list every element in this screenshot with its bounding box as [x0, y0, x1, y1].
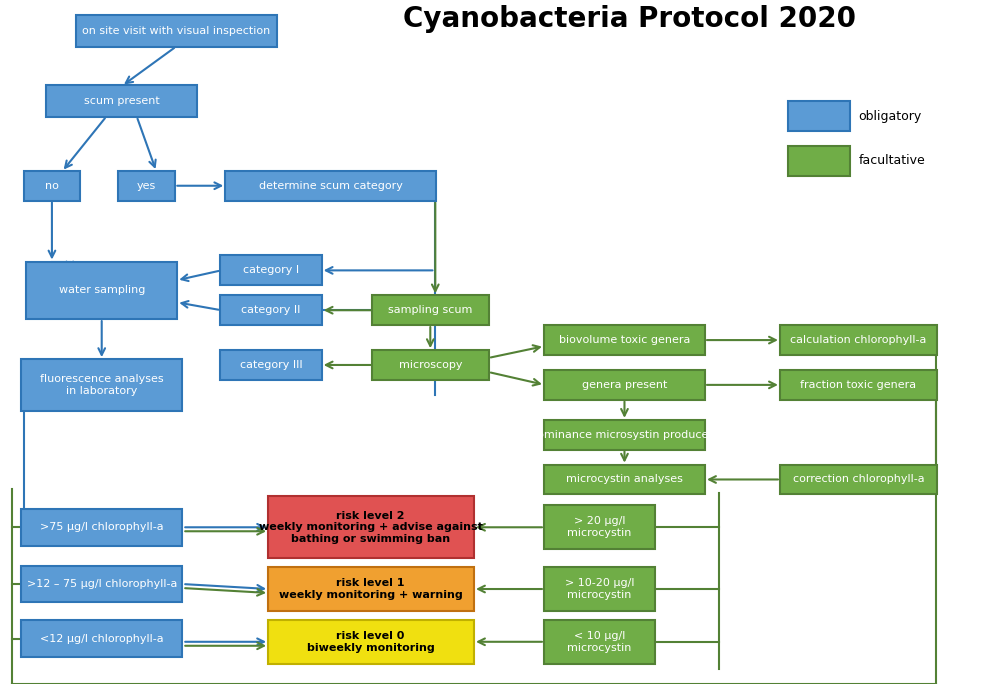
Text: risk level 0
biweekly monitoring: risk level 0 biweekly monitoring	[306, 631, 434, 653]
Text: category III: category III	[240, 360, 302, 370]
Text: scum present: scum present	[83, 96, 159, 106]
Text: determine scum category: determine scum category	[259, 181, 402, 190]
Text: calculation chlorophyll-a: calculation chlorophyll-a	[789, 335, 926, 345]
Text: > 20 μg/l
microcystin: > 20 μg/l microcystin	[567, 516, 631, 538]
Text: on site visit with visual inspection: on site visit with visual inspection	[82, 27, 270, 36]
Text: facultative: facultative	[858, 154, 925, 167]
FancyBboxPatch shape	[544, 506, 655, 549]
Text: < 10 μg/l
microcystin: < 10 μg/l microcystin	[567, 631, 631, 653]
FancyBboxPatch shape	[23, 171, 80, 201]
Text: genera present: genera present	[581, 380, 667, 390]
Text: risk level 1
weekly monitoring + warning: risk level 1 weekly monitoring + warning	[279, 578, 462, 600]
FancyBboxPatch shape	[544, 567, 655, 611]
Text: Cyanobacteria Protocol 2020: Cyanobacteria Protocol 2020	[402, 5, 856, 34]
FancyBboxPatch shape	[544, 620, 655, 664]
Text: sampling scum: sampling scum	[388, 306, 472, 315]
FancyBboxPatch shape	[267, 497, 473, 558]
Text: > 10-20 μg/l
microcystin: > 10-20 μg/l microcystin	[565, 578, 634, 600]
Text: water sampling: water sampling	[58, 285, 144, 295]
Text: yes: yes	[136, 181, 156, 190]
FancyBboxPatch shape	[26, 262, 178, 319]
Text: risk level 2
weekly monitoring + advise against
bathing or swimming ban: risk level 2 weekly monitoring + advise …	[259, 511, 482, 544]
FancyBboxPatch shape	[46, 85, 198, 117]
Text: obligatory: obligatory	[858, 110, 921, 123]
FancyBboxPatch shape	[21, 621, 183, 657]
Text: fluorescence analyses
in laboratory: fluorescence analyses in laboratory	[40, 374, 163, 396]
Text: microcystin analyses: microcystin analyses	[566, 475, 682, 484]
Text: microscopy: microscopy	[398, 360, 461, 370]
FancyBboxPatch shape	[220, 256, 321, 286]
Text: biovolume toxic genera: biovolume toxic genera	[559, 335, 689, 345]
FancyBboxPatch shape	[779, 370, 936, 400]
FancyBboxPatch shape	[220, 350, 321, 380]
Text: fraction toxic genera: fraction toxic genera	[799, 380, 916, 390]
Text: no: no	[45, 181, 59, 190]
FancyBboxPatch shape	[544, 325, 704, 355]
FancyBboxPatch shape	[544, 464, 704, 495]
FancyBboxPatch shape	[372, 295, 488, 325]
FancyBboxPatch shape	[544, 370, 704, 400]
FancyBboxPatch shape	[787, 146, 849, 176]
FancyBboxPatch shape	[76, 16, 277, 47]
FancyBboxPatch shape	[118, 171, 175, 201]
Text: correction chlorophyll-a: correction chlorophyll-a	[792, 475, 924, 484]
FancyBboxPatch shape	[779, 464, 936, 495]
Text: >75 μg/l chlorophyll-a: >75 μg/l chlorophyll-a	[40, 522, 163, 532]
Text: category II: category II	[241, 306, 300, 315]
FancyBboxPatch shape	[220, 295, 321, 325]
FancyBboxPatch shape	[544, 420, 704, 449]
FancyBboxPatch shape	[225, 171, 436, 201]
Text: dominance microsystin producers: dominance microsystin producers	[530, 429, 718, 440]
FancyBboxPatch shape	[372, 350, 488, 380]
FancyBboxPatch shape	[267, 567, 473, 611]
FancyBboxPatch shape	[779, 325, 936, 355]
FancyBboxPatch shape	[267, 620, 473, 664]
FancyBboxPatch shape	[21, 566, 183, 603]
Text: category I: category I	[243, 265, 299, 275]
FancyBboxPatch shape	[21, 359, 183, 411]
Text: <12 μg/l chlorophyll-a: <12 μg/l chlorophyll-a	[40, 634, 163, 644]
FancyBboxPatch shape	[21, 509, 183, 546]
FancyBboxPatch shape	[787, 101, 849, 131]
Text: >12 – 75 μg/l chlorophyll-a: >12 – 75 μg/l chlorophyll-a	[26, 579, 177, 589]
